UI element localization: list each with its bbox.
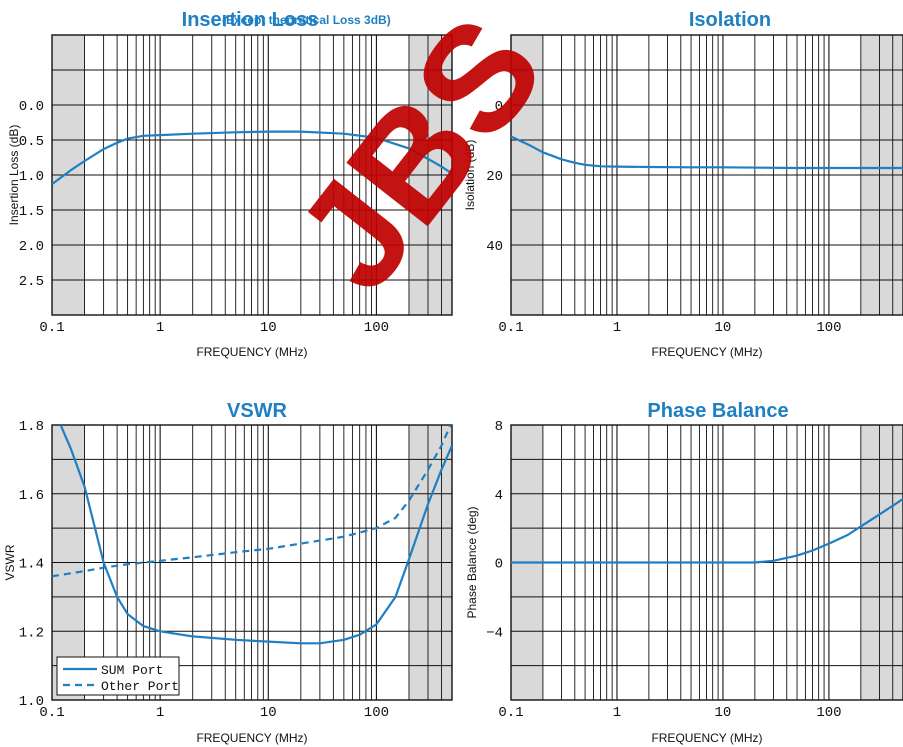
series-line-other-port [52,425,452,578]
chart-title: Isolation [689,9,771,31]
y-tick-label: 2.5 [19,274,44,290]
y-tick-label: 0 [495,99,503,115]
vswr-chart: VSWR 0.1 1 10 100 1.0 1.2 1.4 1.6 1.8 FREQUENCY (M… [3,400,453,745]
x-tick-label: 100 [816,705,841,721]
x-tick-label: 1 [613,320,621,336]
chart-title: Insertion Loss [182,9,319,31]
series-line-main [511,497,903,564]
y-tick-label: 0.5 [19,134,44,150]
y-tick-label: 40 [486,239,503,255]
x-tick-label: 100 [364,320,389,336]
y-tick-label: 1.8 [19,419,44,435]
y-axis-label: Phase Balance (deg) [465,506,479,618]
y-tick-label: 20 [486,169,503,185]
x-tick-label: 0.1 [39,705,64,721]
insertion-chart: Insertion Loss(Except theoretical Loss 3… [7,9,453,359]
y-axis-label: Insertion Loss (dB) [7,125,21,226]
series-line-main [511,135,903,170]
y-tick-label: 1.4 [19,557,44,573]
chart-title: VSWR [227,400,288,422]
plot-frame [51,34,453,316]
series-line-main [52,130,452,185]
y-tick-label: 0 [495,557,503,573]
phase-chart: Phase Balance 0.1 1 10 100 8 4 0 −4 FREQUENCY (MH… [465,400,903,745]
y-tick-label: 0.0 [19,99,44,115]
y-axis-label: VSWR [3,544,17,580]
x-tick-label: 0.1 [39,320,64,336]
x-tick-label: 1 [156,320,164,336]
x-tick-label: 10 [715,320,732,336]
y-tick-label: 1.0 [19,169,44,185]
plot-frame [51,424,453,701]
isolation-chart: Isolation 0.1 1 10 100 0 20 40 FREQUENCY (MHz) Is… [463,9,903,359]
x-tick-label: 100 [816,320,841,336]
x-tick-label: 10 [260,320,277,336]
x-axis-label: FREQUENCY (MHz) [651,731,762,745]
x-axis-label: FREQUENCY (MHz) [651,345,762,359]
legend-label: SUM Port [101,663,163,678]
legend-label: Other Port [101,679,179,694]
x-tick-label: 0.1 [498,320,523,336]
x-axis-label: FREQUENCY (MHz) [196,345,307,359]
plot-frame [510,34,903,316]
chart-subtitle: (Except theoretical Loss 3dB) [222,13,391,27]
y-tick-label: 4 [495,488,503,504]
y-tick-label: −4 [486,625,503,641]
legend-box [56,656,180,696]
y-axis-label: Isolation (dB) [463,140,477,211]
chart-title: Phase Balance [647,400,788,422]
y-tick-label: 1.2 [19,625,44,641]
x-tick-label: 100 [364,705,389,721]
y-tick-label: 8 [495,419,503,435]
y-tick-label: 2.0 [19,239,44,255]
x-axis-label: FREQUENCY (MHz) [196,731,307,745]
y-tick-label: 1.6 [19,488,44,504]
x-tick-label: 10 [260,705,277,721]
x-tick-label: 1 [156,705,164,721]
x-tick-label: 1 [613,705,621,721]
y-tick-label: 1.0 [19,694,44,710]
series-line-sum-port [59,425,452,645]
x-tick-label: 0.1 [498,705,523,721]
x-tick-label: 10 [715,705,732,721]
y-tick-label: 1.5 [19,204,44,220]
